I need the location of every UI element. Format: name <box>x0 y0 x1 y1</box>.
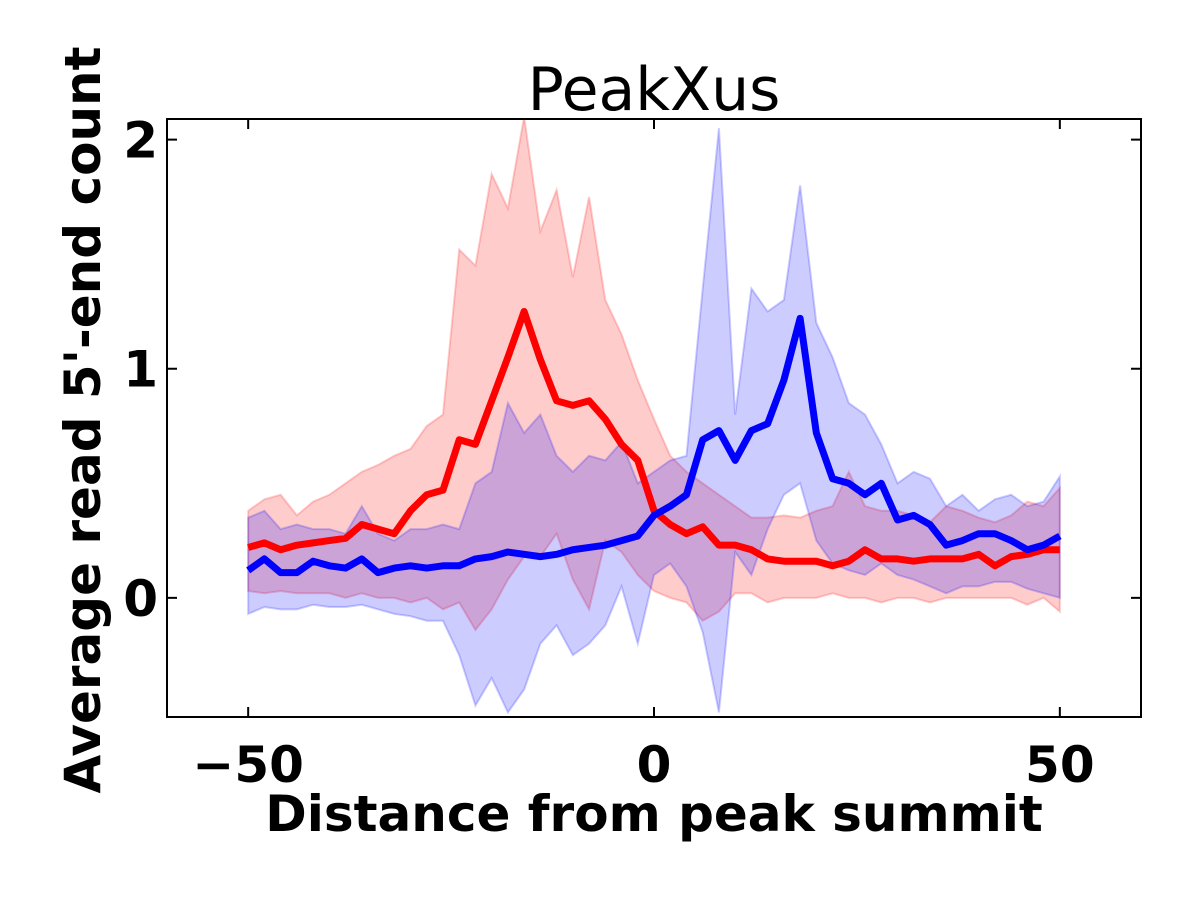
band-forward <box>247 119 1061 632</box>
y-tick-label: 2 <box>123 112 158 170</box>
y-tick-label: 1 <box>123 341 158 399</box>
y-tick-label: 0 <box>123 570 158 628</box>
line-layer <box>246 307 1062 577</box>
x-tick-label: 50 <box>1025 736 1095 794</box>
chart-title: PeakXus <box>528 55 781 125</box>
line-reverse <box>246 314 1062 577</box>
x-tick-label: −50 <box>192 736 303 794</box>
band-layer <box>247 119 1061 715</box>
x-axis-label: Distance from peak summit <box>265 785 1043 843</box>
line-forward <box>247 307 1060 570</box>
x-tick-label: 0 <box>637 736 672 794</box>
y-axis-label: Average read 5'-end count <box>54 46 112 793</box>
ticks <box>167 119 1141 717</box>
